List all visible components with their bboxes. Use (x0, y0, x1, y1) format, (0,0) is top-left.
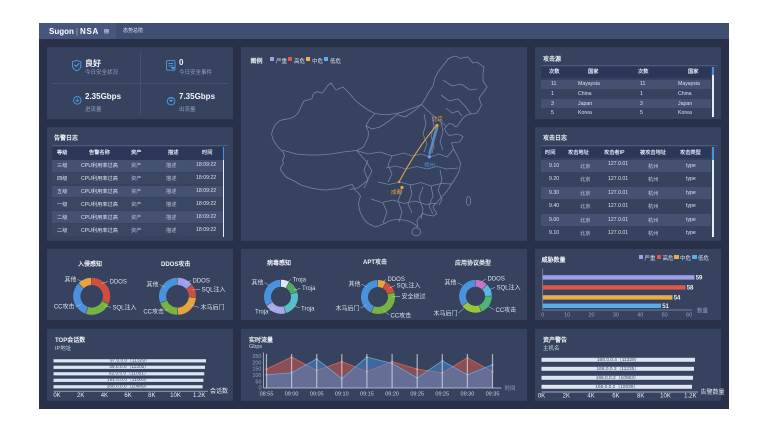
svg-text:50: 50 (662, 313, 668, 319)
svg-text:告警数量: 告警数量 (701, 388, 725, 396)
svg-text:6K: 6K (612, 394, 619, 400)
svg-text:166.0.0.0（10989）: 166.0.0.0（10989） (107, 384, 150, 390)
svg-text:木马后门: 木马后门 (335, 305, 359, 313)
svg-text:其他: 其他 (348, 280, 360, 288)
svg-text:166.0.0.2（10063）: 166.0.0.2（10063） (596, 375, 639, 381)
svg-text:0: 0 (541, 313, 544, 319)
svg-text:2K: 2K (563, 394, 570, 400)
svg-text:59: 59 (696, 275, 703, 281)
svg-text:10: 10 (564, 313, 570, 319)
svg-text:其他: 其他 (444, 279, 456, 287)
svg-text:CC攻击: CC攻击 (54, 303, 75, 311)
svg-text:60: 60 (686, 313, 692, 319)
svg-text:1.2K: 1.2K (684, 394, 696, 400)
svg-text:Troja: Troja (302, 286, 316, 292)
svg-text:49.0.0.0（11205）: 49.0.0.0（11205） (109, 364, 149, 370)
svg-text:10K: 10K (170, 393, 181, 399)
svg-text:8K: 8K (637, 394, 644, 400)
svg-text:40: 40 (637, 313, 643, 319)
svg-text:08:55: 08:55 (260, 392, 274, 398)
svg-text:木马后门: 木马后门 (433, 310, 457, 318)
svg-text:0: 0 (258, 386, 261, 392)
svg-text:09:25: 09:25 (410, 392, 424, 398)
svg-text:250: 250 (252, 354, 261, 360)
svg-text:97.0.0.0（11329）: 97.0.0.0（11329） (110, 358, 150, 364)
svg-text:CC攻击: CC攻击 (391, 312, 412, 320)
svg-text:62.0.0.0（11051）: 62.0.0.0（11051） (109, 371, 149, 377)
svg-text:会话数: 会话数 (210, 387, 228, 395)
svg-text:成都: 成都 (391, 188, 403, 196)
svg-text:Troja: Troja (293, 278, 307, 284)
svg-text:数量: 数量 (697, 307, 709, 315)
svg-text:200: 200 (252, 360, 261, 366)
svg-text:DDOS: DDOS (388, 277, 405, 283)
svg-text:其他: 其他 (251, 279, 263, 287)
svg-text:其他: 其他 (64, 276, 76, 284)
svg-text:SQL注入: SQL注入 (497, 284, 521, 292)
svg-text:北京: 北京 (432, 115, 444, 123)
svg-text:0K: 0K (53, 393, 60, 399)
svg-text:09:25: 09:25 (435, 392, 449, 398)
svg-text:DDOS: DDOS (110, 280, 127, 286)
svg-text:DDOS: DDOS (488, 277, 505, 283)
svg-text:166.0.0.3（11235）: 166.0.0.3（11235） (597, 366, 640, 372)
svg-text:Troja: Troja (255, 310, 269, 316)
svg-text:54: 54 (674, 295, 681, 301)
svg-text:SQL注入: SQL注入 (202, 286, 226, 294)
svg-text:58: 58 (687, 285, 694, 291)
svg-text:SQL注入: SQL注入 (113, 304, 137, 312)
svg-text:郑州: 郑州 (424, 161, 435, 169)
svg-text:166.0.0.4（11329）: 166.0.0.4（11329） (597, 357, 640, 363)
svg-text:8K: 8K (148, 393, 155, 399)
svg-text:51: 51 (662, 304, 669, 310)
svg-text:09:10: 09:10 (335, 392, 349, 398)
svg-text:4K: 4K (101, 393, 108, 399)
svg-text:时间: 时间 (505, 384, 516, 392)
svg-text:09:35: 09:35 (486, 392, 500, 398)
svg-text:4K: 4K (587, 394, 594, 400)
svg-text:09:15: 09:15 (360, 392, 374, 398)
svg-text:1.2K: 1.2K (193, 393, 205, 399)
svg-text:SQL注入: SQL注入 (397, 282, 421, 290)
svg-text:DDOS: DDOS (193, 279, 210, 285)
svg-text:CC攻击: CC攻击 (496, 306, 517, 314)
svg-text:09:30: 09:30 (461, 392, 475, 398)
svg-text:150: 150 (252, 367, 261, 373)
svg-text:09:20: 09:20 (385, 392, 399, 398)
svg-text:10K: 10K (660, 394, 671, 400)
svg-text:09:00: 09:00 (285, 392, 299, 398)
svg-text:30: 30 (613, 313, 619, 319)
svg-text:166.0.0.2（10039）: 166.0.0.2（10039） (595, 384, 638, 390)
svg-text:100: 100 (252, 373, 261, 379)
svg-text:安全绕过: 安全绕过 (402, 293, 426, 301)
svg-text:其他: 其他 (146, 281, 158, 289)
svg-text:0K: 0K (538, 394, 545, 400)
svg-text:CC攻击: CC攻击 (143, 308, 164, 316)
svg-text:Troja: Troja (301, 307, 315, 313)
svg-text:09:05: 09:05 (310, 392, 324, 398)
svg-text:191.0.0.0（11009）: 191.0.0.0（11009） (107, 377, 150, 383)
svg-text:2K: 2K (77, 393, 84, 399)
svg-text:20: 20 (588, 313, 594, 319)
svg-text:木马后门: 木马后门 (201, 304, 225, 312)
svg-text:6K: 6K (124, 393, 131, 399)
svg-text:50: 50 (255, 379, 261, 385)
